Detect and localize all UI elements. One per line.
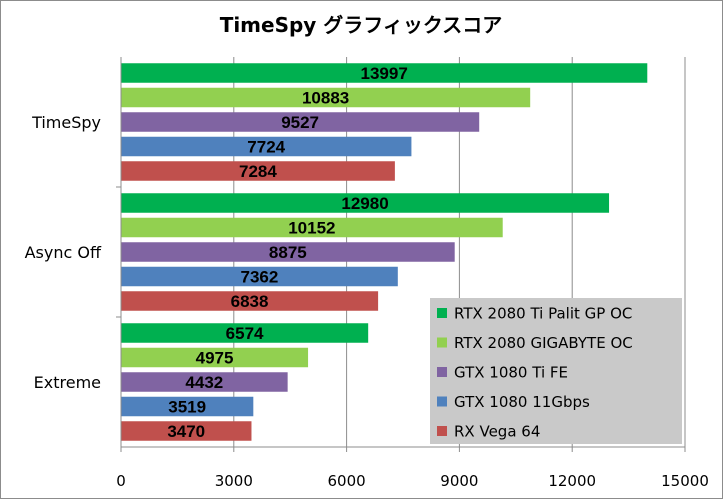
bar	[121, 347, 309, 368]
bar	[121, 291, 379, 311]
data-label: 8875	[269, 243, 307, 262]
bar	[121, 136, 412, 157]
bar	[121, 421, 252, 441]
data-label: 4432	[185, 373, 223, 392]
x-tick-label: 6000	[328, 472, 366, 490]
bar	[121, 396, 254, 417]
legend-label: RTX 2080 Ti Palit GP OC	[454, 305, 632, 323]
data-label: 10883	[302, 89, 349, 108]
bar	[121, 193, 610, 213]
bars: 13997 10883 9527 7724 7284 12980 10152 8875 7362…	[121, 63, 648, 441]
legend-swatch	[437, 426, 447, 436]
legend-swatch	[437, 396, 447, 407]
data-label: 4975	[196, 349, 234, 368]
category-label: TimeSpy	[31, 113, 101, 132]
legend-label: GTX 1080 11Gbps	[454, 393, 590, 411]
bar	[121, 112, 480, 132]
bar	[121, 161, 395, 181]
chart-title: TimeSpy グラフィックスコア	[220, 13, 503, 37]
bar	[121, 372, 288, 392]
category-labels: TimeSpy Async Off Extreme	[25, 113, 102, 392]
data-label: 6838	[231, 292, 269, 311]
bar	[121, 266, 398, 287]
legend-label: GTX 1080 Ti FE	[454, 364, 568, 382]
data-label: 12980	[341, 194, 388, 213]
x-tick-label: 15000	[661, 472, 709, 490]
data-label: 6574	[226, 324, 264, 343]
bar	[121, 242, 455, 262]
legend-label: RX Vega 64	[454, 423, 540, 441]
data-label: 7724	[247, 138, 285, 157]
x-tick-label: 0	[116, 472, 126, 490]
legend-box	[430, 298, 682, 444]
bar	[121, 217, 503, 238]
data-label: 7362	[240, 268, 278, 287]
category-label: Async Off	[25, 243, 102, 262]
bar	[121, 87, 531, 108]
x-tick-label: 9000	[440, 472, 478, 490]
data-label: 7284	[239, 162, 277, 181]
data-label: 3470	[167, 422, 205, 441]
bar	[121, 63, 648, 83]
legend-swatch	[437, 308, 447, 318]
bar	[121, 323, 369, 343]
legend-swatch	[437, 337, 447, 348]
x-tick-label: 3000	[215, 472, 253, 490]
x-tick-label: 12000	[548, 472, 596, 490]
data-label: 13997	[361, 64, 408, 83]
legend-label: RTX 2080 GIGABYTE OC	[454, 334, 633, 352]
x-axis: 0 3000 6000 9000 12000 15000	[116, 57, 709, 490]
data-label: 10152	[288, 219, 335, 238]
category-label: Extreme	[34, 373, 101, 392]
data-label: 3519	[168, 398, 206, 417]
legend-swatch	[437, 367, 447, 377]
data-label: 9527	[281, 113, 319, 132]
legend: RTX 2080 Ti Palit GP OC RTX 2080 GIGABYTE…	[430, 298, 682, 444]
